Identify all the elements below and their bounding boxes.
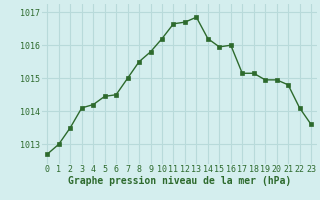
X-axis label: Graphe pression niveau de la mer (hPa): Graphe pression niveau de la mer (hPa) — [68, 176, 291, 186]
